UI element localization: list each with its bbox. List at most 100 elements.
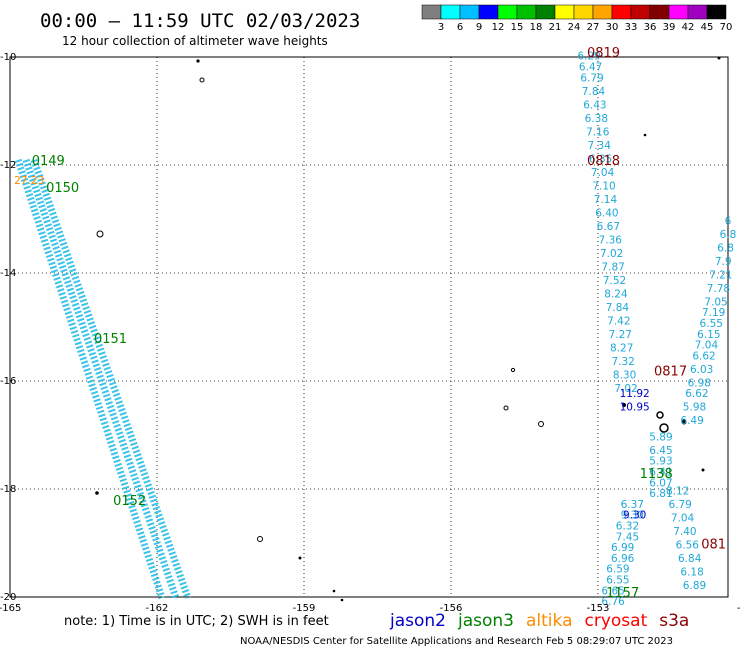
pass-label: 0150 — [46, 181, 79, 196]
wave-height-label: 6.62 — [692, 350, 715, 362]
wave-height-label: 9.30 — [623, 510, 646, 522]
wave-height-label: 6.99 — [611, 542, 634, 554]
legend-entry-s3a: s3a — [659, 611, 689, 631]
wave-height-label: 7.04 — [591, 167, 615, 179]
wave-height-label: 6.37 — [621, 499, 644, 511]
colorbar-label: 21 — [549, 22, 562, 33]
islands — [95, 56, 721, 602]
wave-height-label: 7.21 — [709, 269, 732, 281]
wave-height-label: 7.40 — [673, 526, 696, 538]
wave-height-label: 5.89 — [649, 431, 672, 443]
colorbar-label: 9 — [476, 22, 482, 33]
wave-height-label: 7.36 — [599, 234, 623, 246]
wave-height-label: 9.30 — [621, 510, 644, 522]
wave-height-label: 7.84 — [582, 86, 606, 98]
x-tick-label: -156 — [440, 603, 463, 614]
colorbar-label: 18 — [530, 22, 543, 33]
wave-height-label: 6.40 — [595, 207, 618, 219]
colorbar-label: 36 — [644, 22, 657, 33]
colorbar-swatch — [573, 4, 594, 20]
legend-entry-jason2: jason2 — [389, 611, 446, 631]
wave-height-label: 7.10 — [592, 180, 615, 192]
y-tick-label: -12 — [0, 160, 16, 171]
wave-height-label: 7.27 — [609, 329, 632, 341]
track-stripe — [14, 158, 166, 600]
wave-height-label: 6.8 — [720, 229, 737, 241]
wave-height-label: 8.12 — [666, 485, 689, 497]
wave-height-label: 5.93 — [649, 456, 672, 468]
wave-height-label: 7.42 — [607, 315, 630, 327]
colorbar-swatch — [611, 4, 632, 20]
wave-height-label: 8.27 — [610, 342, 633, 354]
wave-height-label: 7.19 — [702, 307, 725, 319]
footnote: note: 1) Time is in UTC; 2) SWH is in fe… — [64, 614, 329, 629]
wave-height-label: 6.03 — [690, 364, 713, 376]
pass-label: 1138 — [640, 467, 673, 482]
wave-height-label: 8.30 — [613, 369, 636, 381]
wave-height-label: 7.78 — [707, 283, 730, 295]
colorbar-label: 70 — [720, 22, 733, 33]
colorbar-label: 24 — [568, 22, 581, 33]
island-marker — [298, 556, 302, 560]
wave-height-label: 6.89 — [683, 580, 706, 592]
wave-height-label: 6.15 — [697, 329, 720, 341]
wave-height-label: 27.23 — [14, 175, 44, 187]
island-marker — [656, 411, 664, 419]
plot-area: 6.296.476.797.846.436.387.167.346.357.04… — [9, 46, 736, 608]
colorbar-label: 42 — [682, 22, 695, 33]
wave-height-label: 7.34 — [588, 140, 612, 152]
wave-height-label: 7.9 — [715, 256, 732, 268]
wave-height-labels: 6.296.476.797.846.436.387.167.346.357.04… — [14, 51, 736, 608]
wave-height-label: 6.81 — [649, 488, 672, 500]
wave-height-label: 7.52 — [603, 275, 626, 287]
x-tick-label: -165 — [0, 603, 21, 614]
island-marker — [96, 230, 104, 238]
pass-label: 0151 — [94, 332, 127, 347]
wave-height-label: 6.43 — [583, 99, 606, 111]
wave-height-label: 6.47 — [579, 62, 602, 74]
wave-height-label: 7.02 — [600, 248, 623, 260]
colorbar-label: 30 — [606, 22, 619, 33]
wave-height-label: 10.95 — [620, 402, 650, 414]
wave-height-label: 6.55 — [606, 575, 629, 587]
legend-entry-cryosat: cryosat — [585, 611, 648, 631]
colorbar-swatch — [421, 4, 442, 20]
wave-height-label: 6.41 — [649, 467, 672, 479]
colorbar-label: 33 — [625, 22, 638, 33]
colorbar-label: 3 — [438, 22, 444, 33]
colorbar-label: 12 — [492, 22, 505, 33]
wave-height-label: 6.49 — [680, 415, 703, 427]
colorbar-swatch — [649, 4, 670, 20]
track-stripe — [22, 158, 180, 600]
wave-height-label: 7.02 — [614, 383, 637, 395]
colorbar-swatch — [478, 4, 499, 20]
wave-height-label: 7.87 — [601, 261, 624, 273]
island-marker — [257, 536, 263, 542]
satellite-legend: jason2 jason3 altika cryosat s3a — [389, 611, 689, 631]
legend-entry-jason3: jason3 — [457, 611, 514, 631]
colorbar-label: 45 — [701, 22, 714, 33]
pass-time-labels: 0149 0150 0151 0152 0819 0818 0817 1138 1157 081 — [32, 46, 726, 601]
wave-height-label: 6.07 — [649, 477, 672, 489]
pass-label: 081 — [701, 537, 726, 552]
island-marker — [717, 56, 721, 60]
wave-height-label: 6.55 — [700, 318, 723, 330]
island-marker — [659, 423, 669, 433]
x-tick-label: -153 — [587, 603, 610, 614]
colorbar-swatch — [516, 4, 537, 20]
island-marker — [538, 421, 544, 427]
island-marker — [701, 468, 705, 472]
island-marker — [340, 598, 344, 602]
island-marker — [622, 403, 626, 407]
y-tick-label: -10 — [0, 52, 16, 63]
colorbar-swatch — [554, 4, 575, 20]
wave-height-label: 8.24 — [604, 288, 628, 300]
y-tick-label: -14 — [0, 268, 16, 279]
wave-height-label: 6.56 — [676, 539, 700, 551]
y-tick-label: -20 — [0, 592, 16, 603]
axis-ticks: -165 -162 -159 -156 -153 -15 -10 -12 -14 -16 -18 -2… — [0, 52, 740, 614]
pass-label: 0149 — [32, 154, 65, 169]
colorbar-swatch — [497, 4, 518, 20]
wave-height-label: 6.76 — [601, 596, 625, 608]
